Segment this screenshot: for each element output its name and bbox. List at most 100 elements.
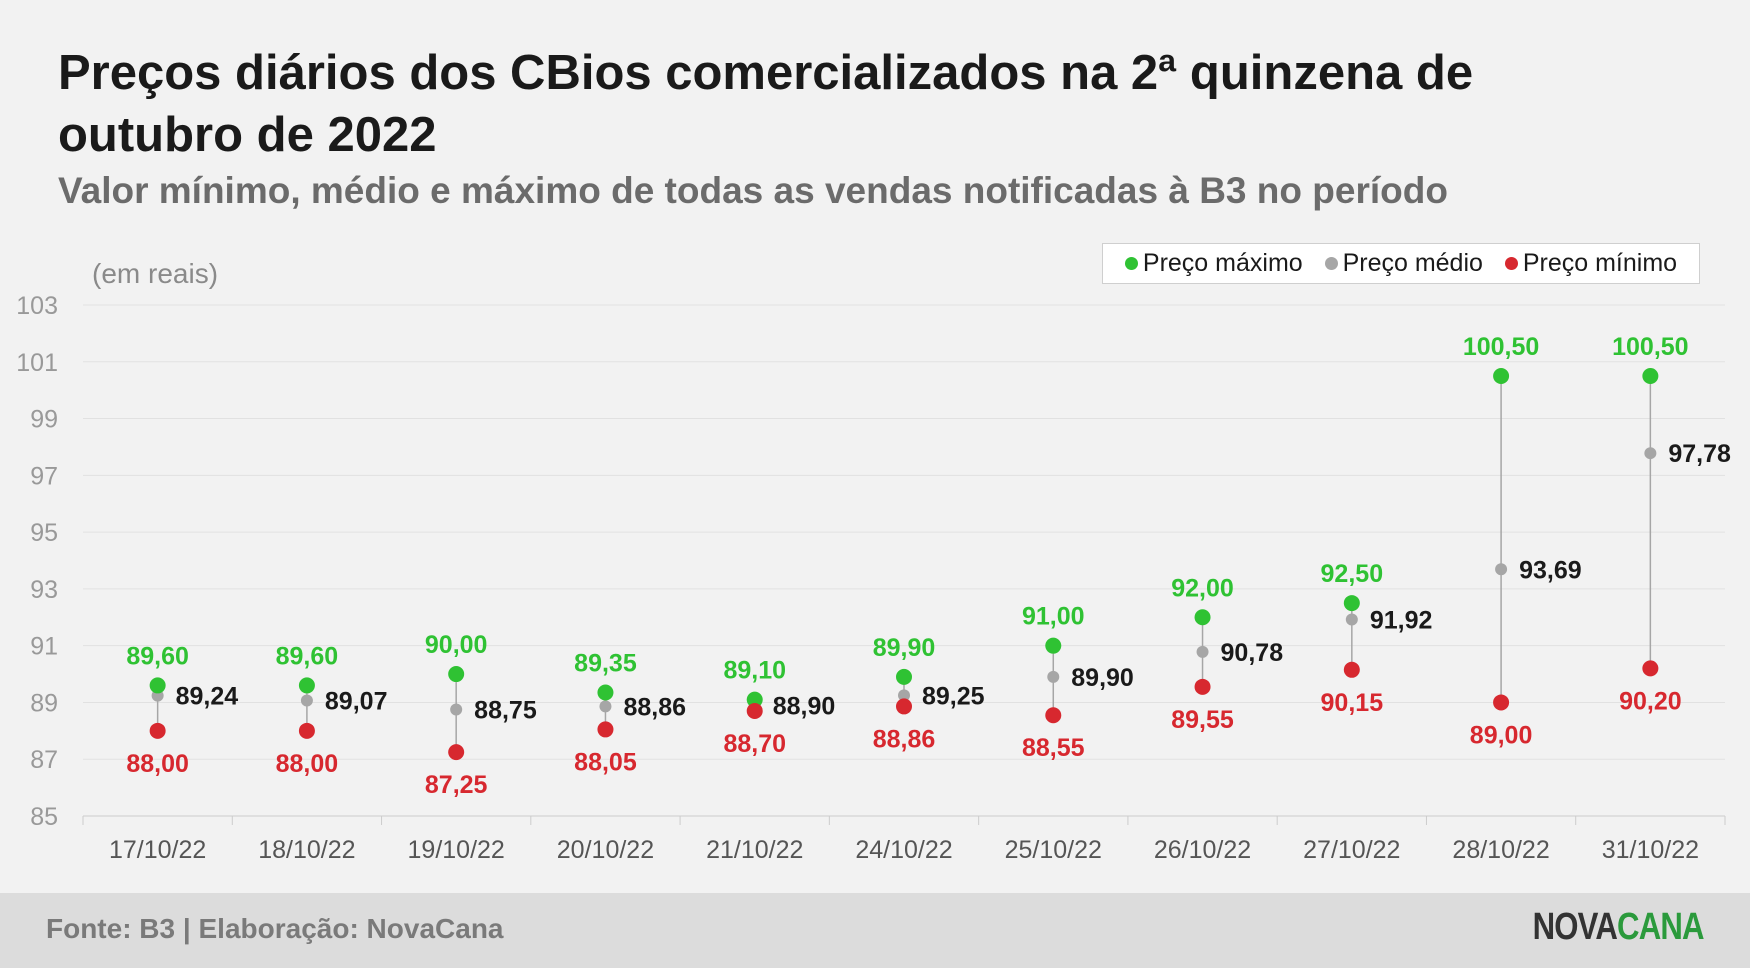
y-axis-unit-label: (em reais) <box>92 258 219 289</box>
max-point <box>597 684 614 701</box>
x-tick-label: 20/10/22 <box>557 836 654 864</box>
min-data-label: 90,15 <box>1321 689 1384 717</box>
min-data-label: 89,00 <box>1470 721 1533 749</box>
chart-subtitle: Valor mínimo, médio e máximo de todas as… <box>58 170 1448 211</box>
x-tick-label: 25/10/22 <box>1005 836 1102 864</box>
avg-point <box>1345 613 1358 626</box>
avg-data-label: 91,92 <box>1370 607 1433 635</box>
legend-label-min: Preço mínimo <box>1522 249 1678 277</box>
avg-point <box>599 700 612 713</box>
y-tick-label: 99 <box>30 406 58 434</box>
avg-data-label: 97,78 <box>1668 440 1731 468</box>
min-point <box>1642 660 1659 677</box>
avg-data-label: 88,86 <box>623 693 686 721</box>
max-data-label: 92,50 <box>1321 560 1384 588</box>
novacana-logo: NOVACANA <box>1532 906 1705 949</box>
max-point <box>1194 609 1211 626</box>
min-data-label: 89,55 <box>1171 706 1234 734</box>
avg-point <box>1047 670 1060 683</box>
min-point <box>597 721 614 738</box>
avg-point <box>1644 447 1657 460</box>
x-tick-label: 17/10/22 <box>109 836 206 864</box>
y-tick-label: 103 <box>16 292 58 320</box>
max-point <box>896 668 912 685</box>
min-data-label: 87,25 <box>425 771 488 799</box>
logo-part-2: CANA <box>1617 906 1705 948</box>
avg-point <box>1495 563 1508 576</box>
y-tick-label: 89 <box>30 689 58 717</box>
max-point <box>149 677 166 694</box>
min-data-label: 88,86 <box>873 725 936 753</box>
min-point <box>448 744 465 761</box>
min-point <box>1194 678 1211 695</box>
max-data-label: 100,50 <box>1612 333 1688 361</box>
max-data-label: 89,35 <box>574 650 637 678</box>
avg-data-label: 90,78 <box>1221 639 1284 667</box>
avg-data-label: 93,69 <box>1519 556 1582 584</box>
avg-point <box>898 689 910 702</box>
max-data-label: 89,60 <box>126 642 189 670</box>
legend-item-avg: Preço médio <box>1324 249 1483 278</box>
y-tick-label: 85 <box>30 803 58 831</box>
legend-label-avg: Preço médio <box>1342 249 1483 277</box>
max-data-label: 90,00 <box>425 631 488 659</box>
y-tick-label: 87 <box>30 746 58 774</box>
avg-data-label: 89,25 <box>922 682 985 710</box>
x-tick-label: 26/10/22 <box>1154 836 1251 864</box>
min-point <box>149 722 166 739</box>
max-data-label: 89,90 <box>873 634 936 662</box>
x-tick-label: 24/10/22 <box>855 836 952 864</box>
min-point <box>746 702 763 719</box>
x-tick-label: 28/10/22 <box>1452 836 1549 864</box>
avg-data-label: 89,24 <box>176 683 239 711</box>
footer-source: Fonte: B3 | Elaboração: NovaCana <box>46 913 504 944</box>
avg-data-label: 88,90 <box>773 692 836 720</box>
max-point <box>746 691 763 708</box>
avg-point <box>300 694 313 707</box>
max-data-label: 91,00 <box>1022 603 1085 631</box>
max-point <box>448 666 465 683</box>
min-data-label: 88,55 <box>1022 734 1085 762</box>
x-tick-label: 27/10/22 <box>1303 836 1400 864</box>
min-point <box>1493 694 1510 711</box>
max-point <box>1343 595 1360 612</box>
x-tick-label: 19/10/22 <box>408 836 505 864</box>
min-data-label: 88,70 <box>723 730 786 758</box>
min-data-label: 88,00 <box>276 750 339 778</box>
legend: Preço máximo Preço médio Preço mínimo <box>1102 243 1700 284</box>
avg-data-label: 89,90 <box>1071 664 1134 692</box>
min-data-label: 88,05 <box>574 748 637 776</box>
chart-plot: 85 87 89 91 93 95 97 99 101 103 17/10/22 18/10/22 19… <box>16 292 1731 864</box>
min-data-label: 88,00 <box>126 750 189 778</box>
chart-title: Preços diários dos CBios comercializados… <box>58 46 1474 162</box>
max-data-label: 89,10 <box>723 657 786 685</box>
y-tick-label: 91 <box>30 633 58 661</box>
avg-point <box>450 703 463 716</box>
avg-data-label: 88,75 <box>474 697 537 725</box>
footer-bar: Fonte: B3 | Elaboração: NovaCana NOVACAN… <box>0 893 1750 968</box>
y-tick-label: 101 <box>16 349 58 377</box>
y-tick-label: 97 <box>30 462 58 490</box>
x-tick-label: 31/10/22 <box>1602 836 1699 864</box>
legend-dot-max <box>1124 257 1138 270</box>
legend-label-max: Preço máximo <box>1142 249 1303 277</box>
logo-part-1: NOVA <box>1532 906 1618 948</box>
min-point <box>896 698 912 715</box>
max-data-label: 92,00 <box>1171 574 1234 602</box>
legend-item-min: Preço mínimo <box>1504 249 1678 278</box>
min-data-label: 90,20 <box>1619 687 1682 715</box>
avg-data-label: 89,07 <box>325 687 388 715</box>
legend-dot-min <box>1504 257 1518 270</box>
legend-item-max: Preço máximo <box>1124 249 1303 278</box>
min-point <box>298 722 315 739</box>
max-point <box>1493 367 1510 384</box>
max-point <box>1642 367 1659 384</box>
y-tick-label: 93 <box>30 576 58 604</box>
max-data-label: 89,60 <box>276 642 339 670</box>
min-point <box>1045 707 1062 724</box>
avg-point <box>1196 645 1209 658</box>
x-tick-label: 21/10/22 <box>706 836 803 864</box>
max-data-label: 100,50 <box>1463 333 1539 361</box>
legend-dot-avg <box>1324 257 1338 270</box>
min-point <box>1343 661 1360 678</box>
